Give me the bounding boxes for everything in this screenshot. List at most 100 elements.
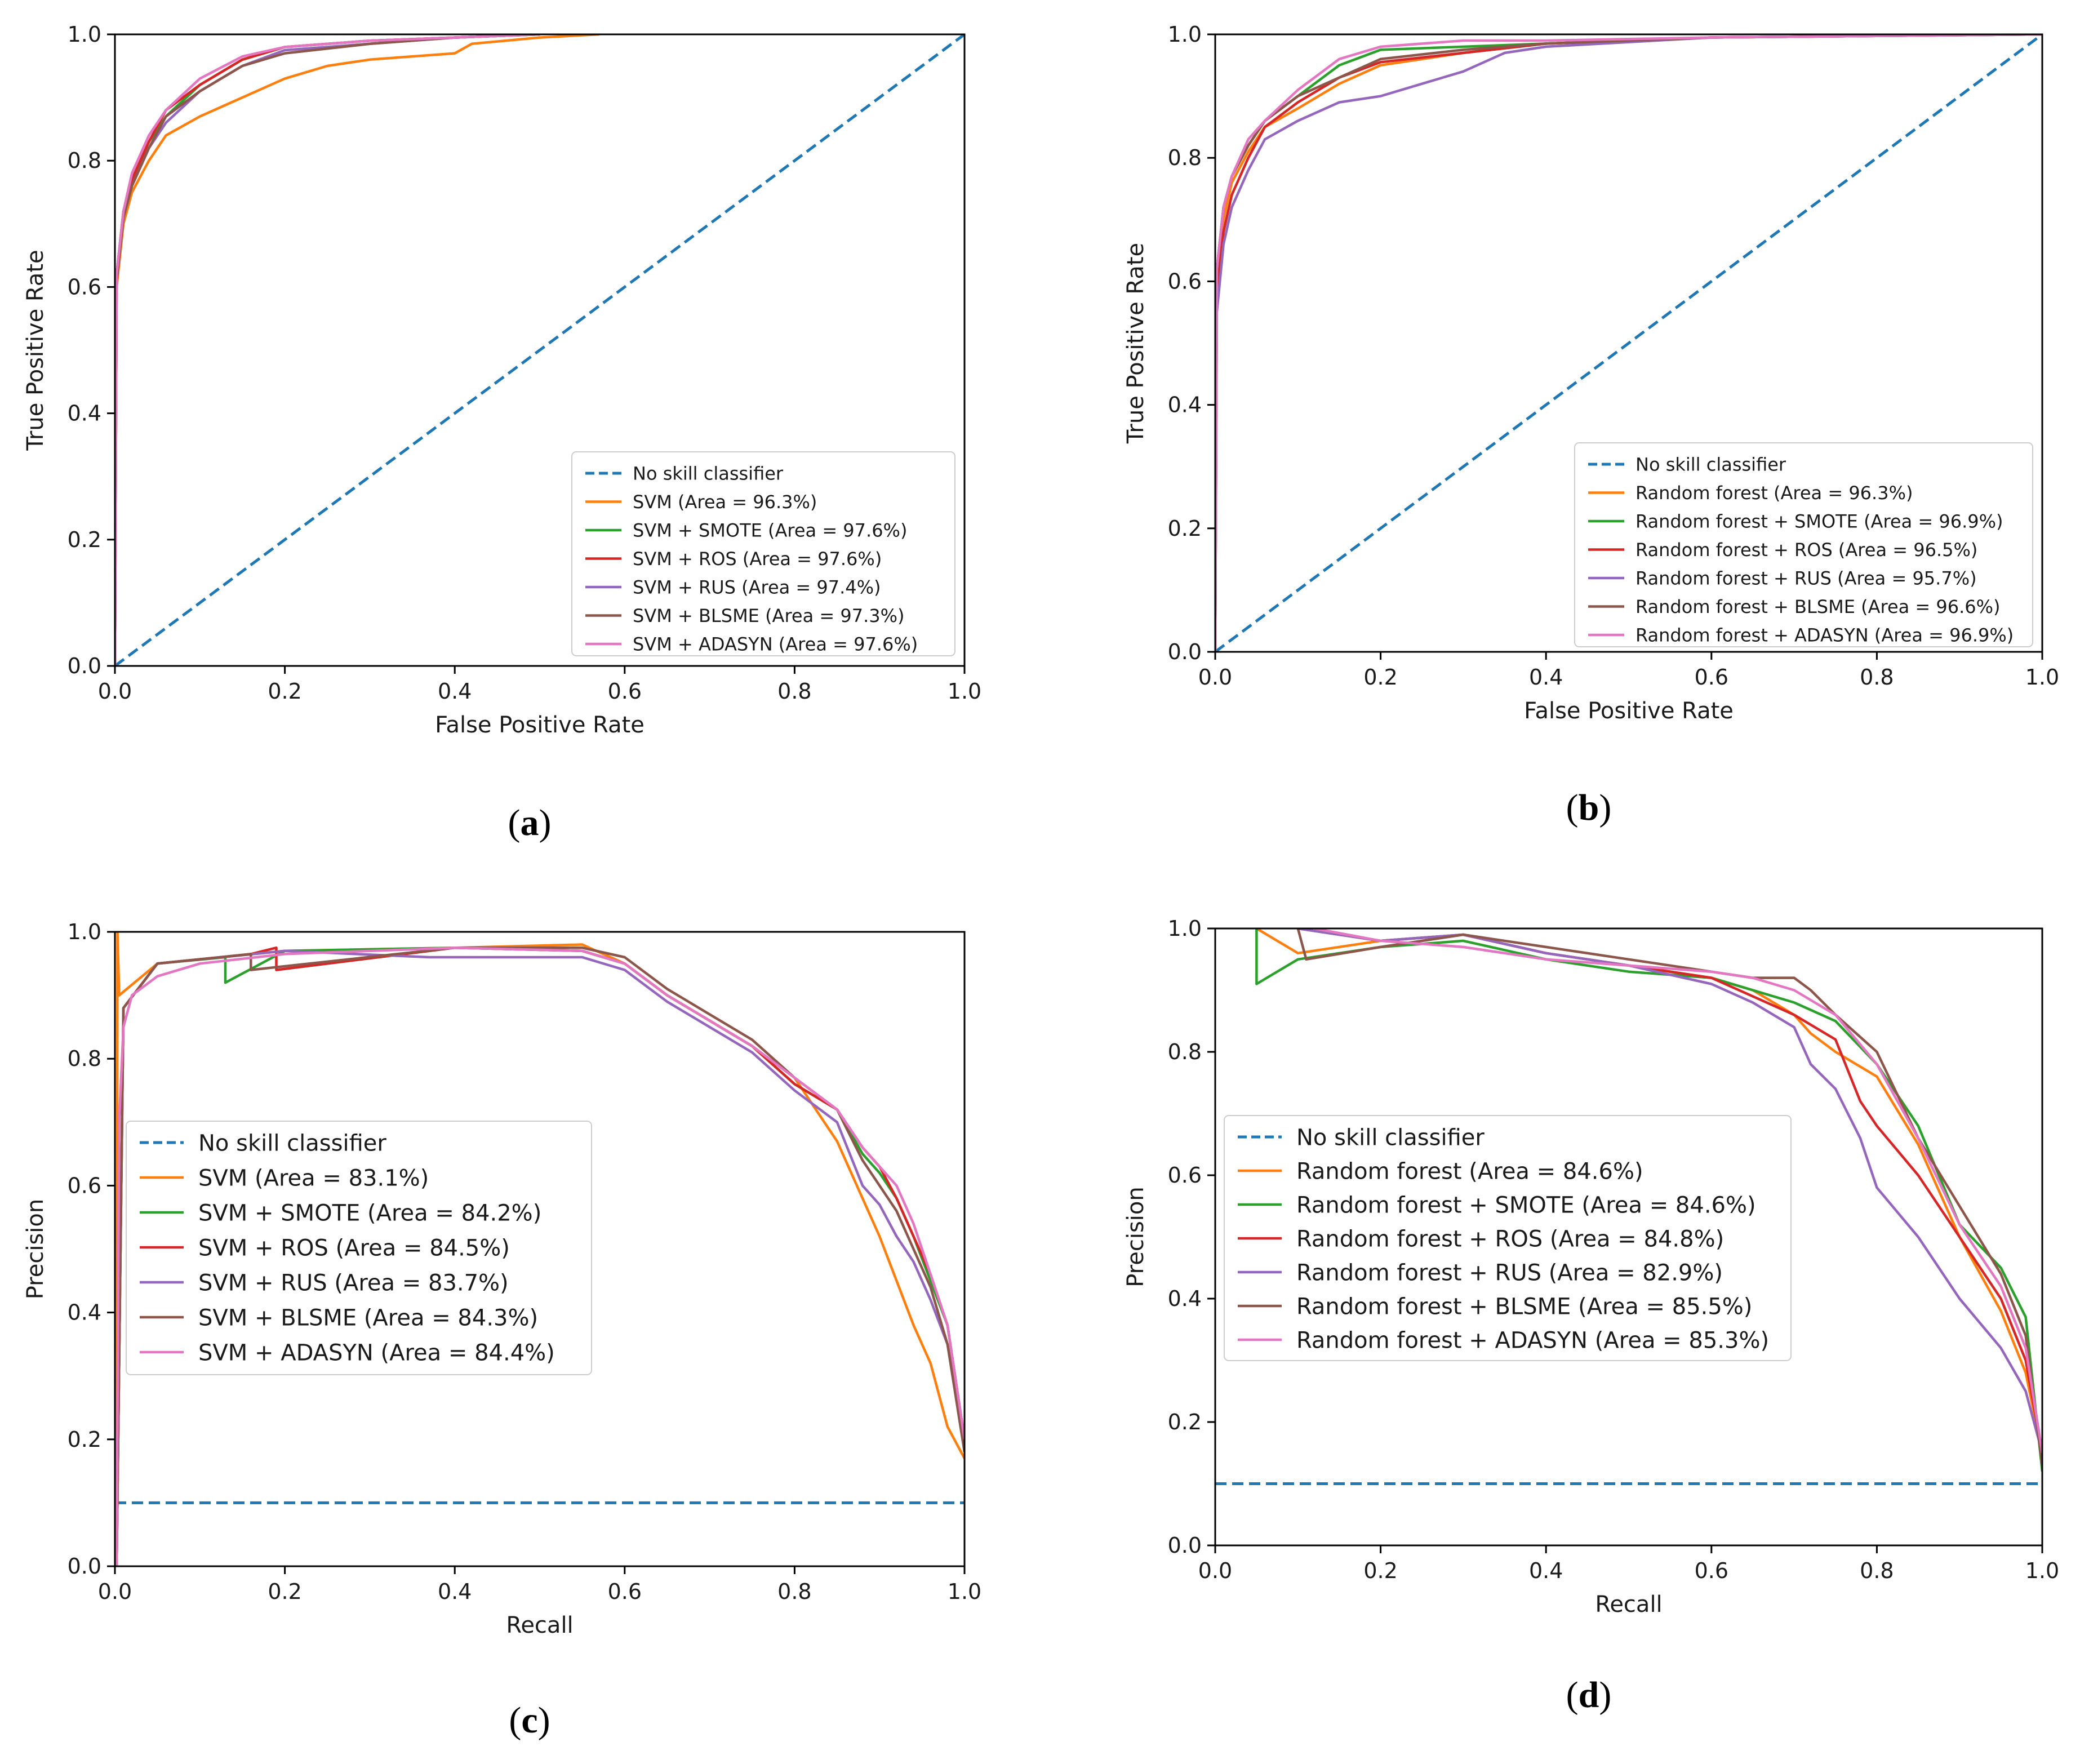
x-tick-label: 1.0: [948, 679, 981, 704]
y-tick-label: 0.4: [68, 401, 101, 426]
y-tick-label: 0.2: [68, 527, 101, 552]
y-tick-label: 0.8: [1168, 145, 1202, 170]
y-tick-label: 0.4: [1168, 393, 1202, 417]
legend-label: SVM + ADASYN (Area = 84.4%): [198, 1340, 555, 1366]
legend-label: No skill classifier: [633, 463, 784, 485]
panel-caption: (c): [509, 1700, 550, 1741]
caption-open-paren: (: [509, 1700, 521, 1741]
series-line-4: [1215, 34, 2042, 652]
plot-frame: [114, 931, 966, 1567]
y-tick-label: 0.8: [68, 148, 101, 173]
x-axis-label: Recall: [1595, 1592, 1662, 1618]
x-tick-label: 0.0: [1198, 1558, 1232, 1583]
legend-box: [1224, 1115, 1792, 1361]
legend-label: SVM + RUS (Area = 83.7%): [198, 1270, 509, 1296]
series-line-6: [1215, 34, 2042, 652]
legend-label: Random forest + SMOTE (Area = 84.6%): [1296, 1192, 1756, 1218]
series-line-6: [1314, 928, 2042, 1454]
caption-letter: c: [521, 1700, 537, 1741]
legend-label: Random forest + ADASYN (Area = 96.9%): [1635, 625, 2014, 646]
legend-label: SVM + RUS (Area = 97.4%): [633, 577, 881, 598]
plot-frame: [1214, 927, 2043, 1547]
y-tick-label: 0.6: [1168, 1163, 1202, 1188]
y-tick-label: 0.6: [1168, 269, 1202, 294]
x-tick-label: 0.2: [1363, 665, 1397, 690]
x-axis-label: False Positive Rate: [1524, 698, 1734, 724]
series-line-1: [115, 34, 599, 666]
series-lines: [115, 34, 965, 666]
panel-caption: (d): [1566, 1674, 1612, 1716]
legend-label: No skill classifier: [198, 1130, 386, 1156]
legend-label: Random forest + RUS (Area = 95.7%): [1635, 568, 1977, 589]
series-lines: [115, 932, 965, 1566]
legend: No skill classifier Random forest (Area =…: [1224, 1115, 1792, 1361]
legend-label: SVM + SMOTE (Area = 97.6%): [633, 520, 907, 541]
x-tick-label: 0.4: [1529, 1558, 1563, 1583]
legend-label: Random forest + RUS (Area = 82.9%): [1296, 1260, 1723, 1286]
series-line-0: [1215, 34, 2042, 652]
y-tick-label: 0.2: [1168, 516, 1202, 541]
legend-label: SVM + BLSME (Area = 84.3%): [198, 1305, 538, 1331]
legend-label: SVM + SMOTE (Area = 84.2%): [198, 1200, 541, 1226]
y-tick-label: 1.0: [1168, 916, 1202, 941]
plot-frame: [1214, 33, 2043, 653]
y-tick-label: 1.0: [1168, 22, 1202, 47]
caption-open-paren: (: [1566, 1674, 1579, 1716]
y-axis-label: True Positive Rate: [23, 250, 48, 451]
chart-panel-c: 0.0 0.2 0.4 0.6 0.8 1.0 0.0 0.2 0.4 0.6 0.8 1.0 Reca…: [23, 919, 981, 1741]
legend-label: SVM + ROS (Area = 97.6%): [633, 548, 882, 570]
y-axis-label: True Positive Rate: [1123, 243, 1149, 444]
y-tick-label: 1.0: [68, 22, 101, 47]
legend: No skill classifier SVM (Area = 96.3%) SVM…: [571, 451, 955, 656]
caption-close-paren: ): [1599, 787, 1611, 828]
series-lines: [1215, 34, 2042, 652]
x-tick-label: 0.2: [268, 1579, 301, 1604]
x-tick-label: 1.0: [948, 1579, 981, 1604]
y-tick-label: 0.4: [1168, 1286, 1202, 1311]
legend-label: SVM + BLSME (Area = 97.3%): [633, 605, 904, 626]
plot-frame: [114, 33, 966, 667]
legend-label: Random forest + BLSME (Area = 96.6%): [1635, 596, 2001, 617]
x-tick-label: 0.8: [1860, 1558, 1894, 1583]
caption-open-paren: (: [1566, 787, 1579, 828]
legend-label: SVM (Area = 96.3%): [633, 491, 817, 513]
x-axis-label: False Positive Rate: [435, 712, 645, 738]
x-tick-label: 0.2: [268, 679, 301, 704]
y-axis-label: Precision: [23, 1199, 48, 1299]
caption-open-paren: (: [508, 802, 521, 843]
y-tick-label: 0.0: [1168, 1533, 1202, 1558]
caption-letter: b: [1579, 787, 1599, 828]
y-tick-label: 0.2: [68, 1427, 101, 1452]
caption-close-paren: ): [538, 1700, 550, 1741]
chart-panel-b: 0.0 0.2 0.4 0.6 0.8 1.0 0.0 0.2 0.4 0.6 0.8 1.0 Fals…: [1123, 22, 2059, 828]
x-tick-label: 0.8: [1860, 665, 1894, 690]
y-tick-label: 0.2: [1168, 1410, 1202, 1434]
series-line-4: [1297, 928, 2042, 1454]
legend: No skill classifier SVM (Area = 83.1%) SVM…: [126, 1121, 592, 1375]
y-tick-label: 0.0: [1168, 639, 1202, 664]
legend: No skill classifier Random forest (Area =…: [1574, 442, 2033, 647]
x-tick-label: 0.8: [777, 679, 811, 704]
legend-box: [571, 451, 955, 656]
x-axis-label: Recall: [506, 1612, 573, 1638]
series-line-5: [1296, 928, 2042, 1465]
x-tick-label: 0.6: [1695, 665, 1728, 690]
x-tick-label: 0.0: [1198, 665, 1232, 690]
legend-label: SVM + ADASYN (Area = 97.6%): [633, 634, 918, 655]
x-tick-label: 0.0: [98, 679, 132, 704]
legend-label: Random forest + SMOTE (Area = 96.9%): [1635, 511, 2003, 532]
panel-caption: (b): [1566, 787, 1612, 828]
caption-letter: a: [521, 802, 539, 843]
y-tick-label: 0.0: [68, 654, 101, 678]
series-line-6: [115, 946, 965, 1566]
x-tick-label: 1.0: [2025, 665, 2059, 690]
series-line-6: [115, 34, 540, 666]
x-tick-label: 0.4: [438, 679, 472, 704]
x-tick-label: 0.0: [98, 1579, 132, 1604]
x-tick-label: 1.0: [2025, 1558, 2059, 1583]
y-tick-label: 0.8: [68, 1046, 101, 1071]
series-lines: [1215, 928, 2042, 1485]
y-tick-label: 0.6: [68, 1173, 101, 1198]
y-tick-label: 1.0: [68, 919, 101, 944]
